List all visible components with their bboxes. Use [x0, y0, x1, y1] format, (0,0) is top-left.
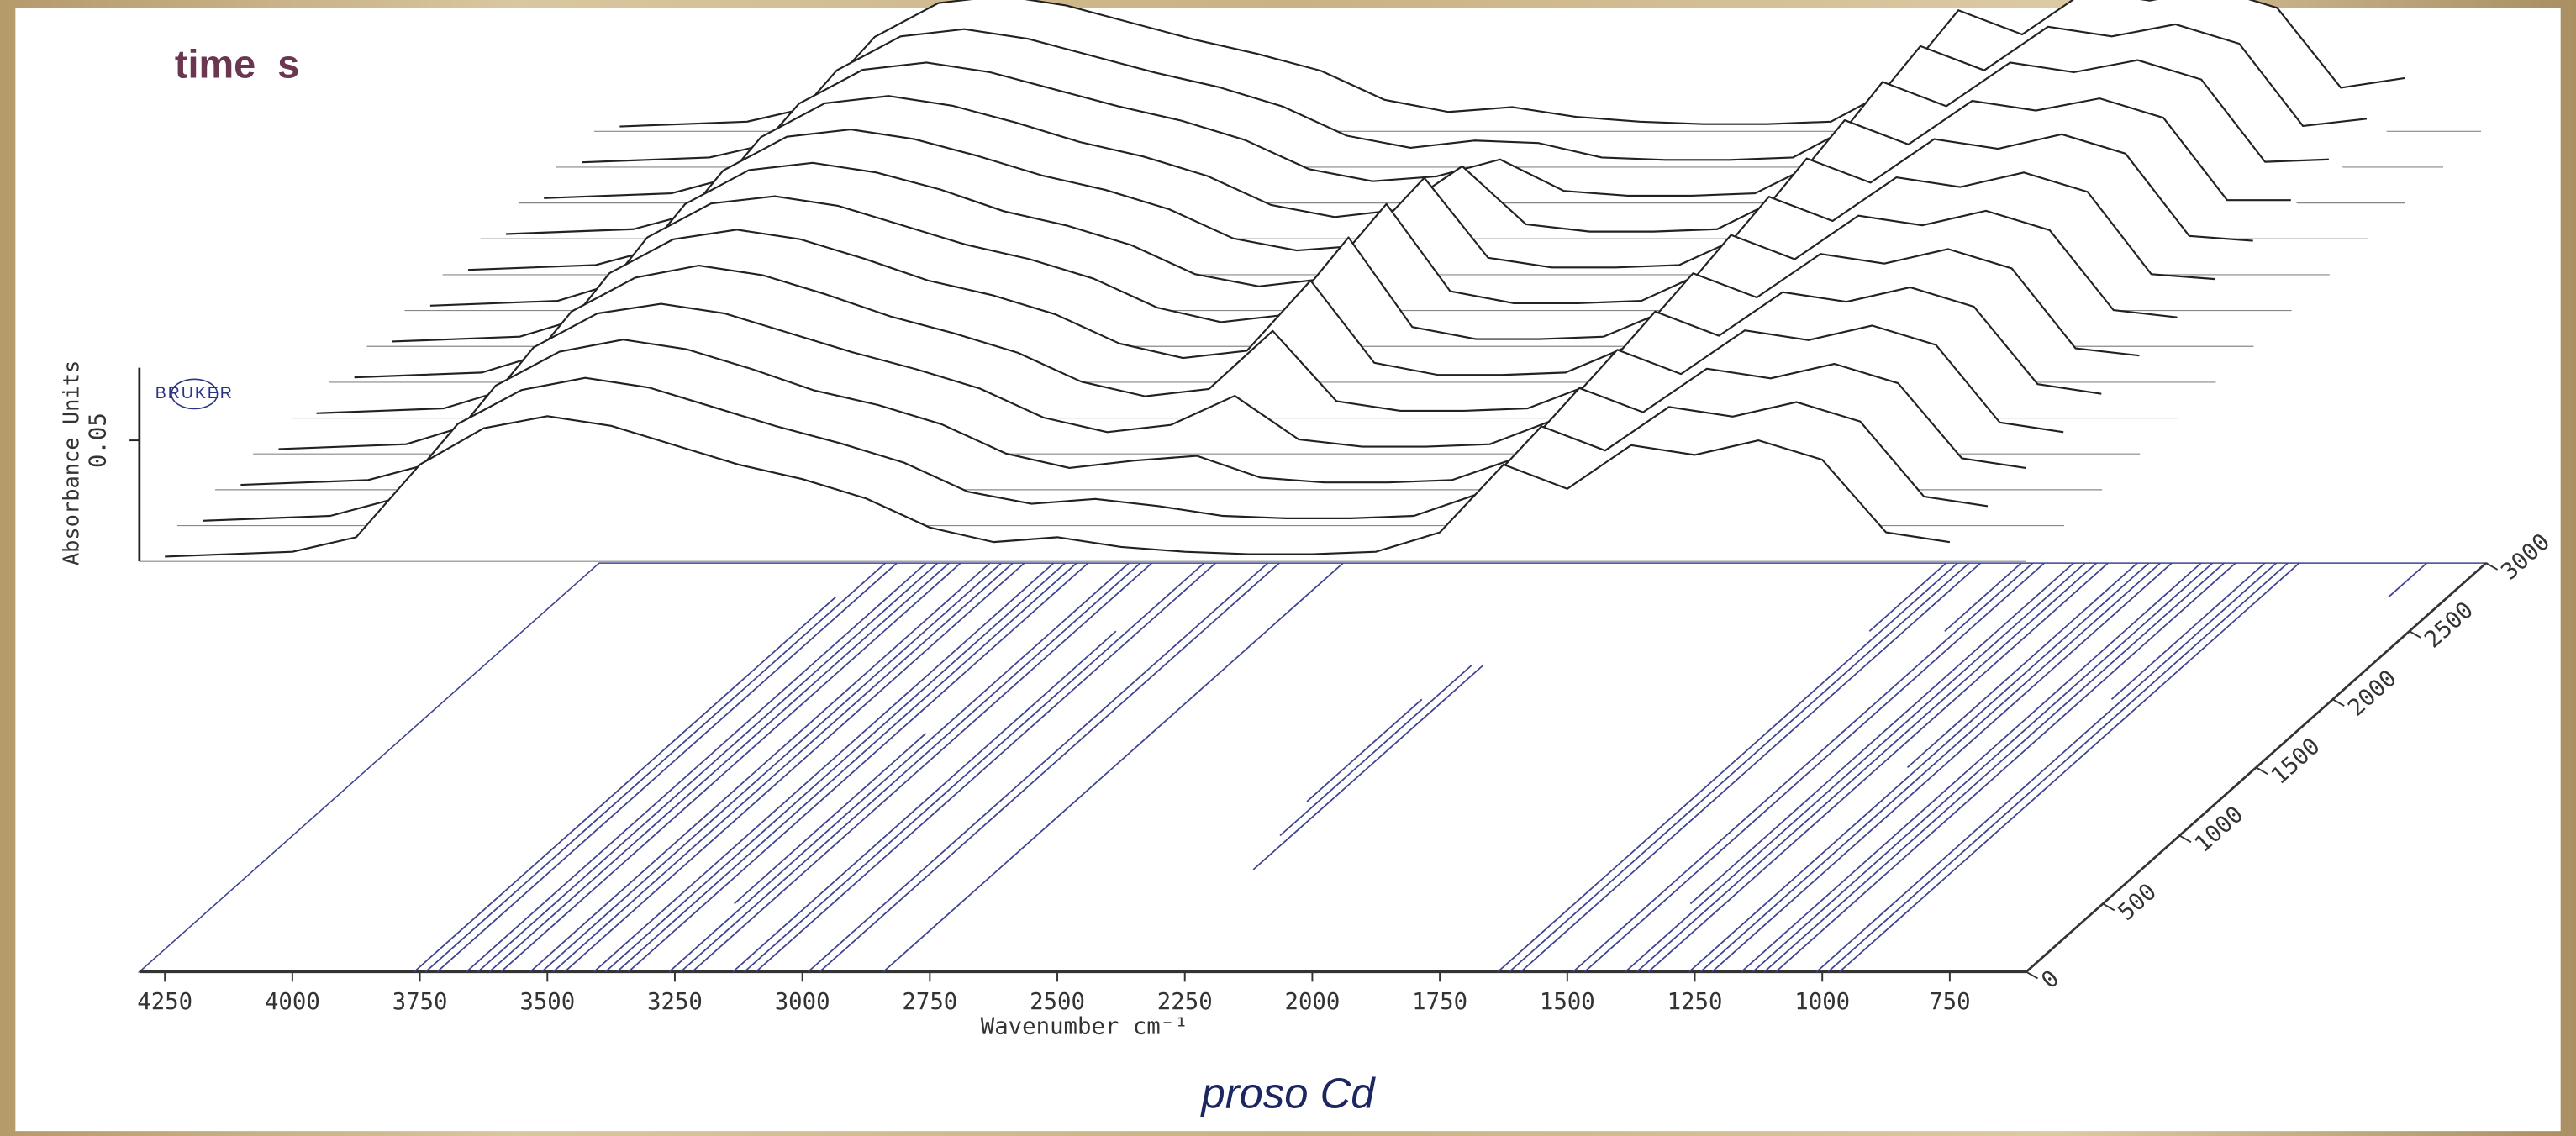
x-tick-label: 2500	[1030, 989, 1085, 1015]
x-tick-label: 1500	[1540, 989, 1595, 1015]
logo: BRUKER	[155, 384, 234, 402]
x-tick-label: 3500	[519, 989, 575, 1015]
page: time s Absorbance Units BRUKER proso Cd …	[0, 0, 2576, 1136]
x-tick-label: 3250	[647, 989, 703, 1015]
x-tick-label: 2250	[1157, 989, 1213, 1015]
x-tick-label: 1750	[1412, 989, 1467, 1015]
x-tick-label: 3750	[392, 989, 448, 1015]
x-tick-label: 3000	[775, 989, 830, 1015]
x-tick-label: 750	[1929, 989, 1970, 1015]
chart-title: time s	[175, 42, 300, 86]
chart: time s Absorbance Units BRUKER proso Cd …	[0, 0, 2576, 1136]
y-axis-label: Absorbance Units	[59, 360, 84, 565]
x-tick-label: 4000	[265, 989, 320, 1015]
footer: proso Cd	[1199, 1070, 1376, 1118]
x-tick-label: 4250	[137, 989, 192, 1015]
y-tick-label: 0.05	[85, 413, 111, 468]
x-tick-label: 2000	[1284, 989, 1340, 1015]
x-tick-label: 1250	[1667, 989, 1723, 1015]
x-axis-label: Wavenumber cm⁻¹	[981, 1014, 1188, 1040]
x-tick-label: 2750	[902, 989, 957, 1015]
x-tick-label: 1000	[1794, 989, 1850, 1015]
